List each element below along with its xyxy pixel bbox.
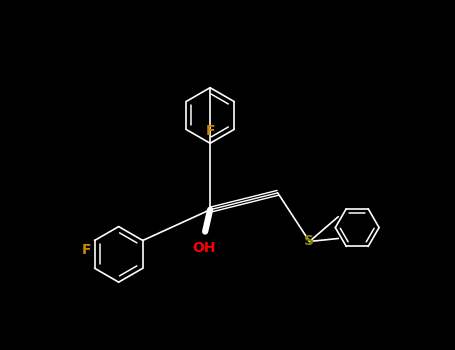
Text: S: S [304,234,314,248]
Text: F: F [205,124,215,138]
Text: OH: OH [192,241,216,255]
Text: F: F [82,244,91,258]
